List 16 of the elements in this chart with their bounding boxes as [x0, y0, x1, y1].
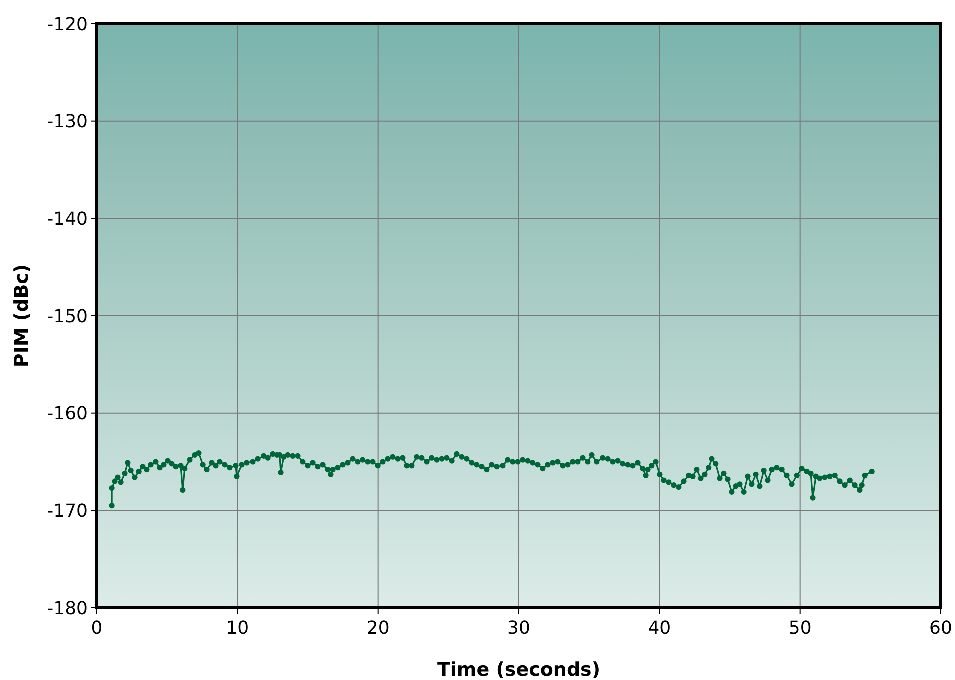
- x-tick-label: 20: [366, 618, 390, 639]
- x-tick-label: 50: [788, 618, 812, 639]
- y-tick-label: -170: [47, 500, 88, 522]
- y-tick-label: -150: [47, 306, 88, 328]
- x-tick-label: 40: [648, 618, 672, 639]
- y-axis-title: PIM (dBc): [11, 264, 33, 368]
- y-tick-label: -130: [47, 112, 88, 133]
- x-tick-label: 10: [226, 618, 250, 639]
- y-tick-label: -120: [47, 14, 88, 36]
- y-tick-label: -140: [47, 208, 88, 230]
- y-tick-label: -160: [47, 404, 88, 425]
- y-tick-label: -180: [47, 598, 88, 620]
- x-tick-label: 30: [508, 618, 530, 639]
- x-tick-label: 60: [930, 618, 952, 639]
- x-tick-label: 0: [91, 618, 103, 639]
- x-axis-title: Time (seconds): [437, 659, 601, 680]
